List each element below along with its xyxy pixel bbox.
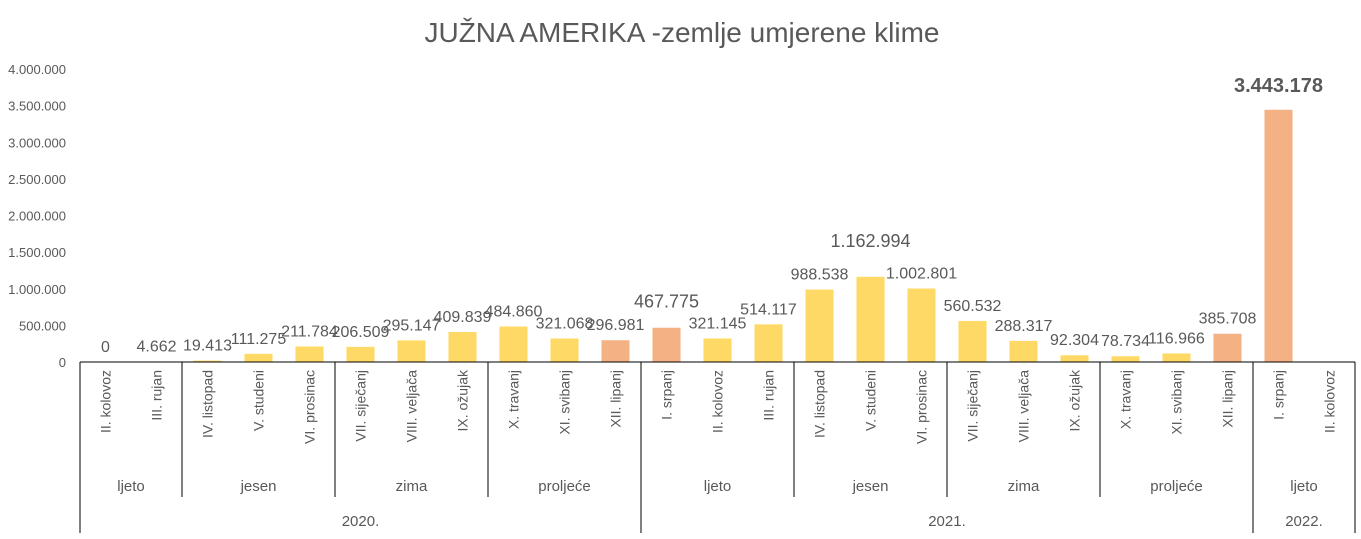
- season-label: zima: [1008, 478, 1040, 495]
- x-tick-label: X. travanj: [506, 370, 522, 429]
- x-tick-label: IV. listopad: [200, 370, 216, 438]
- data-labels: 0 4.662 19.413111.275211.784206.509295.147…: [101, 75, 1323, 356]
- bar: [499, 326, 527, 362]
- bar: [1009, 341, 1037, 362]
- data-label: 560.532: [944, 298, 1002, 315]
- y-tick-label: 2.500.000: [8, 172, 66, 187]
- data-label: 321.068: [536, 315, 594, 332]
- x-tick-label: II. kolovoz: [1322, 370, 1338, 433]
- bar: [1264, 110, 1292, 362]
- bar: [1060, 355, 1088, 362]
- year-label: 2021.: [928, 513, 966, 530]
- season-label: proljeće: [1150, 478, 1203, 495]
- bar: [295, 346, 323, 362]
- data-label: 1.162.994: [830, 231, 910, 251]
- y-tick-label: 1.000.000: [8, 282, 66, 297]
- data-label: 4.662: [136, 339, 176, 356]
- x-tick-label: VI. prosinac: [302, 370, 318, 444]
- data-label: 988.538: [791, 267, 849, 284]
- data-label: 385.708: [1199, 311, 1257, 328]
- data-label: 288.317: [995, 318, 1053, 335]
- bar: [346, 347, 374, 362]
- season-label: zima: [396, 478, 428, 495]
- season-label: ljeto: [704, 478, 732, 495]
- data-label: 111.275: [231, 331, 287, 348]
- data-label: 321.145: [689, 315, 747, 332]
- data-label: 467.775: [634, 292, 699, 312]
- x-tick-label: XI. svibanj: [1169, 370, 1185, 435]
- data-label: 409.839: [434, 309, 492, 326]
- x-tick-label: III. rujan: [761, 370, 777, 421]
- year-label: 2022.: [1285, 513, 1323, 530]
- bar: [1162, 353, 1190, 362]
- x-tick-label: V. studeni: [863, 370, 879, 431]
- y-tick-label: 4.000.000: [8, 62, 66, 77]
- x-tick-label: VI. prosinac: [914, 370, 930, 444]
- season-label: ljeto: [1290, 478, 1318, 495]
- season-label: ljeto: [117, 478, 145, 495]
- y-tick-label: 3.000.000: [8, 135, 66, 150]
- bar: [1213, 334, 1241, 362]
- data-label: 116.966: [1148, 330, 1205, 347]
- y-tick-label: 0: [59, 355, 66, 370]
- bar: [550, 338, 578, 362]
- bar: [805, 290, 833, 362]
- x-tick-label: IV. listopad: [812, 370, 828, 438]
- x-tick-label: XII. lipanj: [1220, 370, 1236, 428]
- x-tick-label: XI. svibanj: [557, 370, 573, 435]
- bar: [958, 321, 986, 362]
- x-tick-label: V. studeni: [251, 370, 267, 431]
- bar: [703, 338, 731, 362]
- bar: [907, 289, 935, 362]
- x-tick-label: IX. ožujak: [455, 369, 471, 431]
- bar: [601, 340, 629, 362]
- x-tick-label: IX. ožujak: [1067, 369, 1083, 431]
- x-tick-label: XII. lipanj: [608, 370, 624, 428]
- y-tick-label: 1.500.000: [8, 245, 66, 260]
- x-tick-label: II. kolovoz: [710, 370, 726, 433]
- y-tick-label: 3.500.000: [8, 99, 66, 114]
- bar: [397, 340, 425, 362]
- x-tick-label: VIII. veljača: [404, 370, 420, 443]
- x-tick-label: I. srpanj: [1271, 370, 1287, 420]
- season-label: jesen: [240, 478, 277, 495]
- data-label: 92.304: [1050, 332, 1099, 349]
- data-label: 296.981: [587, 317, 645, 334]
- chart-title: JUŽNA AMERIKA -zemlje umjerene klime: [424, 17, 939, 48]
- bar: [754, 324, 782, 362]
- x-tick-label: II. kolovoz: [98, 370, 114, 433]
- x-tick-label: X. travanj: [1118, 370, 1134, 429]
- data-label: 78.734: [1101, 333, 1150, 350]
- season-label: jesen: [852, 478, 889, 495]
- bar: [652, 328, 680, 362]
- y-tick-label: 2.000.000: [8, 209, 66, 224]
- data-label: 3.443.178: [1234, 75, 1323, 97]
- bar: [244, 354, 272, 362]
- season-label: proljeće: [538, 478, 591, 495]
- data-label: 211.784: [281, 323, 338, 340]
- data-label: 514.117: [740, 301, 797, 318]
- data-label: 0: [101, 339, 110, 356]
- x-tick-label: VII. siječanj: [353, 370, 369, 442]
- bar: [1111, 356, 1139, 362]
- x-tick-label: VII. siječanj: [965, 370, 981, 442]
- data-label: 1.002.801: [886, 266, 957, 283]
- data-label: 19.413: [183, 338, 232, 355]
- x-axis: II. kolovoz III. rujan IV. listopad V. stud…: [80, 362, 1355, 533]
- bar: [448, 332, 476, 362]
- y-axis: 0 500.000 1.000.000 1.500.000 2.000.000 2.500…: [8, 62, 66, 370]
- bar: [856, 277, 884, 362]
- x-tick-label: III. rujan: [149, 370, 165, 421]
- x-tick-label: VIII. veljača: [1016, 370, 1032, 443]
- data-label: 206.509: [332, 324, 390, 341]
- data-label: 295.147: [383, 317, 441, 334]
- x-tick-label: I. srpanj: [659, 370, 675, 420]
- data-label: 484.860: [485, 303, 543, 320]
- y-tick-label: 500.000: [19, 318, 66, 333]
- year-label: 2020.: [342, 513, 380, 530]
